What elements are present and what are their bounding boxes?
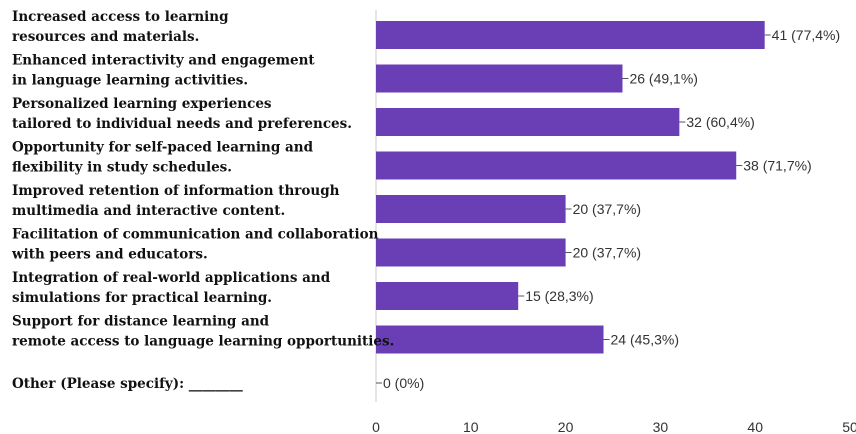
data-label: 26 (49,1%) [629, 71, 697, 87]
category-label: simulations for practical learning. [12, 290, 272, 306]
bar [376, 21, 765, 49]
x-tick-label: 30 [653, 419, 669, 434]
bar [376, 64, 623, 93]
category-label: Improved retention of information throug… [12, 183, 340, 199]
category-label: flexibility in study schedules. [12, 160, 232, 176]
data-label: 38 (71,7%) [743, 158, 811, 174]
data-label: 24 (45,3%) [611, 332, 679, 348]
bar [376, 195, 566, 223]
category-label: Support for distance learning and [12, 314, 270, 330]
category-label: multimedia and interactive content. [12, 203, 285, 219]
category-label: in language learning activities. [12, 73, 248, 89]
category-labels: Increased access to learning resources an… [11, 9, 394, 392]
bar [376, 282, 519, 310]
bar [376, 325, 604, 354]
category-label: tailored to individual needs and prefere… [12, 116, 352, 132]
category-label: Personalized learning experiences [12, 96, 272, 112]
x-tick-label: 0 [372, 419, 380, 434]
category-label: resources and materials. [12, 29, 199, 45]
bar [376, 108, 680, 136]
category-label: Increased access to learning [12, 9, 229, 25]
category-label: Other (Please specify): ________ [12, 376, 243, 392]
bar [376, 151, 737, 180]
x-tick-label: 50 [842, 419, 856, 434]
x-axis-ticks: 0 10 20 30 40 50 [372, 419, 856, 434]
data-label: 0 (0%) [383, 375, 424, 391]
x-tick-label: 20 [558, 419, 574, 434]
category-label: remote access to language learning oppor… [12, 334, 394, 350]
data-label: 15 (28,3%) [525, 288, 593, 304]
x-tick-label: 40 [747, 419, 763, 434]
category-label: Facilitation of communication and collab… [12, 227, 379, 243]
data-label: 20 (37,7%) [573, 245, 641, 261]
data-label: 41 (77,4%) [772, 27, 840, 43]
x-tick-label: 10 [463, 419, 479, 434]
category-label: Integration of real-world applications a… [12, 270, 331, 286]
category-label: Opportunity for self-paced learning and [12, 140, 314, 156]
data-label: 32 (60,4%) [686, 114, 754, 130]
chart-bars: 41 (77,4%) 26 (49,1%) 32 (60,4%) 38 (71,7%)… [376, 21, 840, 391]
bar [376, 238, 566, 267]
data-label: 20 (37,7%) [573, 201, 641, 217]
category-label: Enhanced interactivity and engagement [12, 53, 315, 69]
category-label: with peers and educators. [11, 247, 208, 263]
